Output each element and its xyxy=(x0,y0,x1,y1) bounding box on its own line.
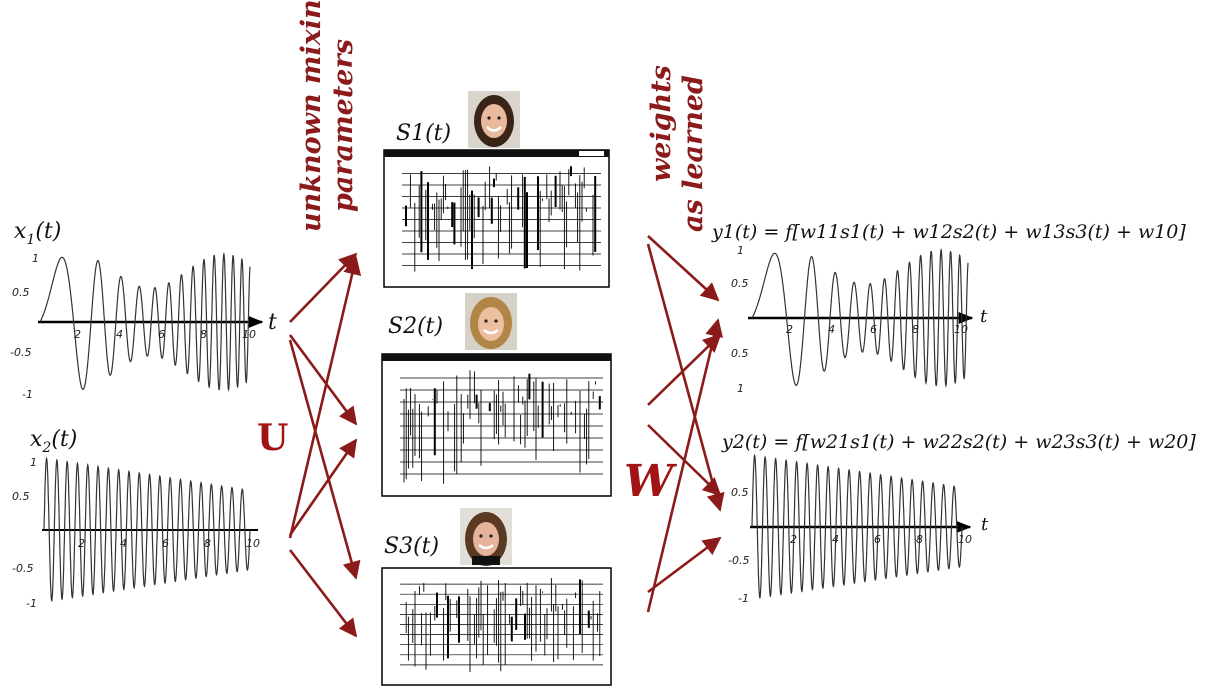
xtick-label: 8 xyxy=(200,328,207,341)
y2-formula: y2(t) = f[w21s1(t) + w22s2(t) + w23s3(t)… xyxy=(721,431,1196,453)
arrow-x1-s1 xyxy=(289,252,358,323)
s2-label: S2(t) xyxy=(388,314,443,339)
y1-ytick-0.5a: 0.5 xyxy=(731,277,749,290)
x2-xticks: 2 4 6 8 10 xyxy=(78,537,260,550)
arrow-x1-s3 xyxy=(288,339,361,580)
xtick-label: 4 xyxy=(832,533,839,546)
s3-portrait xyxy=(460,508,512,566)
y2-waveform xyxy=(751,453,963,600)
y1-t-label: t xyxy=(980,306,988,327)
s3-label: S3(t) xyxy=(384,534,439,559)
arrow-s2-y1 xyxy=(647,333,722,406)
xtick-label: 6 xyxy=(874,533,881,546)
input-x2-plot: x2(t) 1 0.5 -0.5 -1 2 4 6 8 10 xyxy=(12,427,260,610)
xtick-label: 10 xyxy=(958,533,972,546)
y2-ytick-neg0.5: -0.5 xyxy=(728,554,749,567)
weights-label-line1: weights xyxy=(646,65,677,182)
s2-portrait xyxy=(465,293,517,350)
mixing-arrows xyxy=(288,252,362,638)
s1-label: S1(t) xyxy=(396,121,451,146)
x1-ytick-neg1: -1 xyxy=(22,388,33,401)
xtick-label: 8 xyxy=(204,537,211,550)
xtick-label: 4 xyxy=(116,328,123,341)
xtick-label: 10 xyxy=(954,323,968,336)
y1-formula: y1(t) = f[w11s1(t) + w12s2(t) + w13s3(t)… xyxy=(711,221,1186,243)
y1-xticks: 2 4 6 8 10 xyxy=(786,323,968,336)
xtick-label: 2 xyxy=(78,537,85,550)
matrix-w-label: W xyxy=(624,456,678,507)
y2-xticks: 2 4 6 8 10 xyxy=(790,533,972,546)
x1-t-label: t xyxy=(268,310,277,335)
s2-signal-panel xyxy=(381,353,612,497)
x1-ytick-1: 1 xyxy=(32,252,39,265)
x1-xticks: 2 4 6 8 10 xyxy=(74,328,256,341)
y2-ytick-0.5: 0.5 xyxy=(731,486,749,499)
mixing-label: unknown mixing parameters xyxy=(296,0,359,232)
arrow-s1-y2 xyxy=(646,243,725,512)
xtick-label: 8 xyxy=(912,323,919,336)
x1-ytick-neg0.5: -0.5 xyxy=(10,346,31,359)
x1-label: x1(t) xyxy=(14,219,61,248)
s3-signal-panel xyxy=(381,567,612,686)
x1-ytick-0.5: 0.5 xyxy=(12,286,30,299)
y2-ytick-neg1: -1 xyxy=(738,592,749,605)
source-s3: S3(t) xyxy=(381,508,612,686)
y1-ytick-1b: 1 xyxy=(737,382,744,395)
xtick-label: 6 xyxy=(162,537,169,550)
s1-portrait xyxy=(468,91,520,148)
arrow-s1-y1 xyxy=(647,235,720,302)
weights-label-line2: as learned xyxy=(678,75,709,232)
xtick-label: 2 xyxy=(786,323,793,336)
arrow-s3-y2 xyxy=(647,536,722,594)
y1-ytick-0.5b: 0.5 xyxy=(731,347,749,360)
weight-arrows xyxy=(646,235,725,613)
x2-label: x2(t) xyxy=(30,427,77,456)
xtick-label: 2 xyxy=(74,328,81,341)
xtick-label: 10 xyxy=(246,537,260,550)
mixing-label-line1: unknown mixing xyxy=(296,0,327,232)
y1-ytick-1: 1 xyxy=(737,244,744,257)
xtick-label: 4 xyxy=(828,323,835,336)
arrow-x2-s2 xyxy=(288,438,358,536)
arrow-x2-s1 xyxy=(288,256,362,539)
xtick-label: 6 xyxy=(870,323,877,336)
source-s2: S2(t) xyxy=(381,293,612,497)
xtick-label: 6 xyxy=(158,328,165,341)
y1-waveform xyxy=(751,247,969,388)
xtick-label: 2 xyxy=(790,533,797,546)
source-s1: S1(t) xyxy=(383,91,610,288)
weights-label: weights as learned xyxy=(646,65,709,232)
xtick-label: 4 xyxy=(120,537,127,550)
arrow-x1-s2 xyxy=(288,334,358,426)
y2-t-label: t xyxy=(981,514,989,535)
xtick-label: 8 xyxy=(916,533,923,546)
arrow-s3-y1 xyxy=(646,318,724,613)
input-x1-plot: x1(t) 1 0.5 -0.5 -1 t 2 4 6 8 10 xyxy=(10,219,277,401)
x2-ytick-neg1: -1 xyxy=(26,597,37,610)
matrix-u-label: U xyxy=(257,417,288,459)
output-y1-plot: y1(t) = f[w11s1(t) + w12s2(t) + w13s3(t)… xyxy=(711,221,1186,395)
output-y2-plot: y2(t) = f[w21s1(t) + w22s2(t) + w23s3(t)… xyxy=(721,431,1196,605)
x2-ytick-neg0.5: -0.5 xyxy=(12,562,33,575)
x2-ytick-1: 1 xyxy=(30,456,37,469)
xtick-label: 10 xyxy=(242,328,256,341)
x1-waveform xyxy=(39,251,251,392)
mixing-label-line2: parameters xyxy=(328,39,359,212)
x2-waveform xyxy=(43,456,251,603)
s1-signal-panel xyxy=(383,149,610,288)
arrow-x2-s3 xyxy=(288,549,358,638)
x2-ytick-0.5: 0.5 xyxy=(12,490,30,503)
